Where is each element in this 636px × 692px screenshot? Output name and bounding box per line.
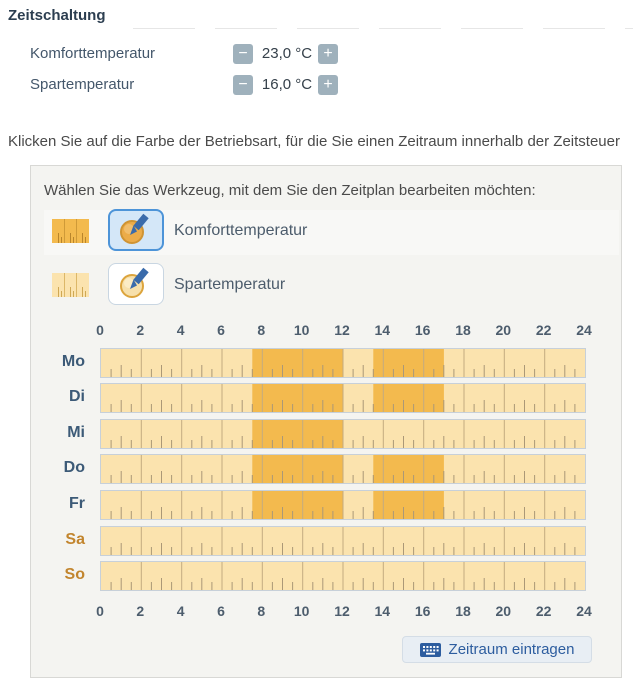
day-label-mo: Mo: [61, 352, 85, 370]
hour-tick-label: 10: [293, 322, 310, 338]
spartemperatur-label: Spartemperatur: [30, 76, 135, 93]
schedule-editor-panel: Wählen Sie das Werkzeug, mit dem Sie den…: [30, 165, 622, 678]
keyboard-icon: [419, 642, 441, 657]
hour-tick-label: 22: [535, 322, 552, 338]
header-divider: [133, 28, 633, 29]
zeitraum-eintragen-label: Zeitraum eintragen: [448, 641, 575, 658]
schedule-row-mo[interactable]: [100, 347, 586, 378]
hour-tick-label: 0: [96, 322, 104, 338]
day-label-so: So: [64, 566, 85, 584]
hour-tick-label: 14: [374, 322, 391, 338]
hour-tick-label: 6: [217, 603, 225, 619]
hour-tick-label: 22: [535, 603, 552, 619]
komfort-color-swatch[interactable]: [52, 219, 89, 243]
hour-tick-label: 16: [414, 322, 431, 338]
tool-prompt: Wählen Sie das Werkzeug, mit dem Sie den…: [44, 182, 536, 199]
hour-tick-label: 18: [455, 603, 471, 619]
spar-color-swatch[interactable]: [52, 273, 89, 297]
hour-tick-label: 8: [257, 603, 266, 619]
spar-tool-label: Spartemperatur: [174, 276, 286, 293]
komfort-pencil-tool-button[interactable]: [108, 209, 164, 251]
hour-tick-label: 6: [217, 322, 225, 338]
hour-tick-label: 24: [576, 322, 592, 338]
hour-tick-label: 0: [96, 603, 104, 619]
komforttemperatur-plus-button[interactable]: +: [318, 44, 338, 64]
hour-axis-top: 0 2 4 6 8 10 12 14 16 18 20 22 24: [31, 322, 623, 338]
hour-tick-label: 8: [257, 322, 266, 338]
pencil-icon: [120, 267, 149, 298]
hour-tick-label: 20: [495, 322, 512, 338]
spartemperatur-plus-button[interactable]: +: [318, 75, 338, 95]
hour-tick-label: 16: [414, 603, 431, 619]
day-label-fr: Fr: [69, 494, 85, 512]
hour-axis-bottom: 0 2 4 6 8 10 12 14 16 18 20 22 24: [31, 603, 623, 619]
spartemperatur-minus-button[interactable]: −: [233, 75, 253, 95]
day-label-di: Di: [69, 388, 85, 406]
schedule-row-do[interactable]: [100, 454, 586, 485]
schedule-row-mi[interactable]: [100, 418, 586, 449]
hour-tick-label: 18: [455, 322, 471, 338]
ruler-swatch-spar-icon: [52, 273, 89, 297]
hour-tick-label: 4: [176, 322, 185, 338]
hour-tick-label: 2: [136, 603, 145, 619]
instruction-text: Klicken Sie auf die Farbe der Betriebsar…: [8, 133, 620, 150]
day-label-sa: Sa: [65, 530, 85, 548]
schedule-row-di[interactable]: [100, 383, 586, 414]
day-label-mi: Mi: [67, 423, 85, 441]
schedule-row-sa[interactable]: [100, 525, 586, 556]
komforttemperatur-value: 23,0 °C: [261, 45, 313, 62]
schedule-row-so[interactable]: [100, 561, 586, 592]
komforttemperatur-label: Komforttemperatur: [30, 45, 156, 62]
zeitraum-eintragen-button[interactable]: Zeitraum eintragen: [402, 636, 592, 663]
hour-tick-label: 14: [374, 603, 391, 619]
hour-tick-label: 2: [136, 322, 145, 338]
komforttemperatur-minus-button[interactable]: −: [233, 44, 253, 64]
day-label-do: Do: [63, 459, 85, 477]
ruler-swatch-komfort-icon: [52, 219, 89, 243]
komfort-tool-label: Komforttemperatur: [174, 222, 308, 239]
schedule-row-fr[interactable]: [100, 489, 586, 520]
hour-tick-label: 10: [293, 603, 310, 619]
hour-tick-label: 4: [176, 603, 185, 619]
hour-tick-label: 20: [495, 603, 512, 619]
hour-tick-label: 12: [334, 322, 350, 338]
pencil-icon: [120, 213, 149, 244]
hour-tick-label: 12: [334, 603, 350, 619]
hour-tick-label: 24: [576, 603, 592, 619]
spar-pencil-tool-button[interactable]: [108, 263, 164, 305]
spartemperatur-value: 16,0 °C: [261, 76, 313, 93]
page-title: Zeitschaltung: [8, 7, 106, 24]
